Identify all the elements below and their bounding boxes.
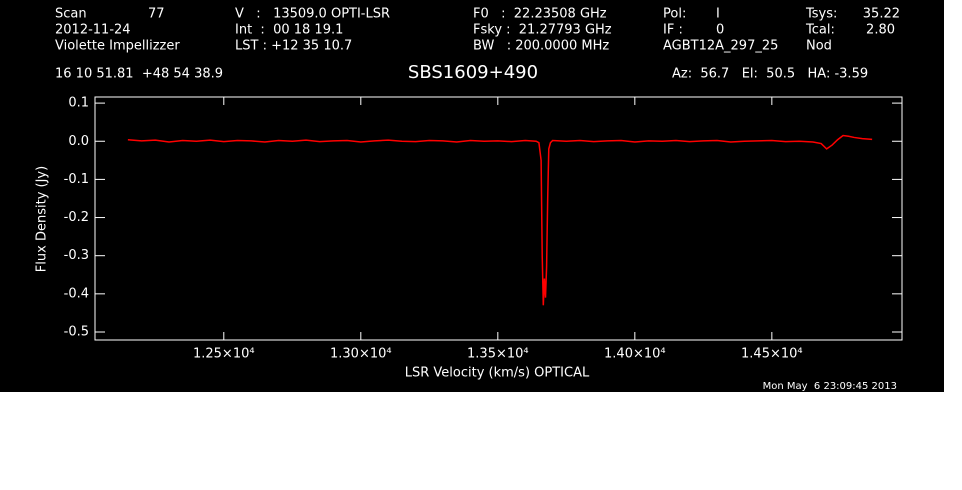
- x-axis-label: LSR Velocity (km/s) OPTICAL: [405, 366, 590, 381]
- y-tick-label: -0.3: [64, 248, 89, 263]
- header-text: Pol:: [663, 7, 686, 22]
- header-text: Az: 56.7 El: 50.5 HA: -3.59: [672, 67, 868, 82]
- y-tick-label: 0.1: [68, 96, 89, 111]
- header-text: F0 : 22.23508 GHz: [473, 7, 607, 22]
- plot-background: [0, 0, 944, 392]
- header-text: I: [716, 7, 720, 22]
- header-text: 35.22: [863, 7, 900, 22]
- y-tick-label: -0.4: [64, 286, 89, 301]
- x-tick-label: 1.35×10⁴: [467, 347, 529, 362]
- y-axis-label: Flux Density (Jy): [35, 166, 50, 272]
- header-text: Tcal:: [805, 23, 835, 38]
- y-tick-label: 0.0: [68, 134, 89, 149]
- header-text: 16 10 51.81 +48 54 38.9: [55, 67, 223, 82]
- header-text: Tsys:: [805, 7, 837, 22]
- header-text: Violette Impellizzer: [55, 39, 180, 54]
- x-tick-label: 1.45×10⁴: [741, 347, 803, 362]
- x-tick-label: 1.40×10⁴: [604, 347, 666, 362]
- header-text: AGBT12A_297_25: [663, 39, 778, 54]
- header-text: Nod: [806, 39, 832, 54]
- header-text: Mon May 6 23:09:45 2013: [763, 381, 897, 392]
- y-tick-label: -0.5: [64, 324, 89, 339]
- header-text: V : 13509.0 OPTI-LSR: [235, 7, 390, 22]
- header-text: 0: [716, 23, 724, 38]
- data-line: [127, 134, 873, 306]
- chart-title: SBS1609+490: [408, 62, 538, 83]
- x-tick-label: 1.30×10⁴: [330, 347, 392, 362]
- header-text: 2.80: [866, 23, 895, 38]
- header-text: LST : +12 35 10.7: [235, 39, 352, 54]
- header-text: Scan: [55, 7, 87, 22]
- header-text: Fsky : 21.27793 GHz: [473, 23, 612, 38]
- x-tick-label: 1.25×10⁴: [193, 347, 255, 362]
- header-text: BW : 200.0000 MHz: [473, 39, 609, 54]
- y-tick-label: -0.1: [64, 172, 89, 187]
- y-tick-label: -0.2: [64, 210, 89, 225]
- header-text: IF :: [663, 23, 683, 38]
- header-text: 77: [148, 7, 165, 22]
- header-text: 2012-11-24: [55, 23, 131, 38]
- plot-frame: [94, 96, 903, 341]
- header-text: Int : 00 18 19.1: [235, 23, 343, 38]
